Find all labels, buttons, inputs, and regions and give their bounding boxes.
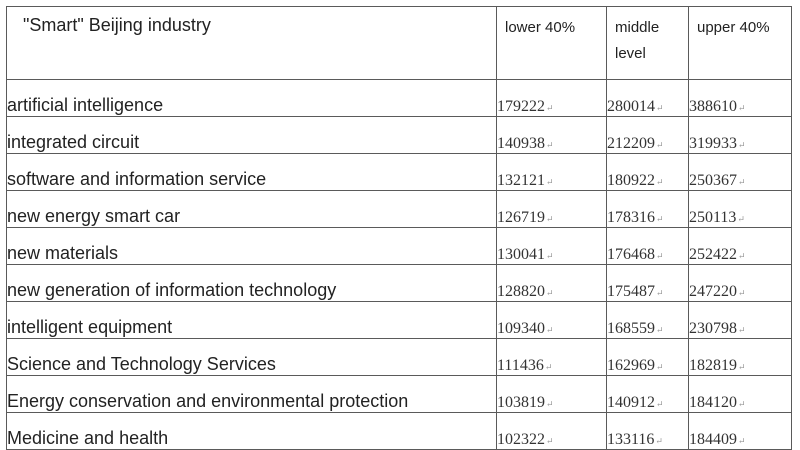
industry-cell: Medicine and health: [6, 412, 497, 450]
upper-cell: 252422: [688, 227, 792, 265]
table-row: integrated circuit140938212209319933: [6, 116, 792, 154]
lower-cell: 111436: [496, 338, 607, 376]
upper-cell: 319933: [688, 116, 792, 154]
middle-cell: 212209: [606, 116, 689, 154]
upper-cell: 250113: [688, 190, 792, 228]
table-row: Medicine and health102322133116184409: [6, 412, 792, 450]
industry-cell: software and information service: [6, 153, 497, 191]
salary-table: "Smart" Beijing industry lower 40% middl…: [6, 6, 792, 450]
upper-cell: 230798: [688, 301, 792, 339]
header-row: "Smart" Beijing industry lower 40% middl…: [6, 6, 792, 80]
table-row: artificial intelligence17922228001438861…: [6, 79, 792, 117]
industry-cell: new energy smart car: [6, 190, 497, 228]
lower-cell: 109340: [496, 301, 607, 339]
header-upper: upper 40%: [688, 6, 792, 80]
header-industry: "Smart" Beijing industry: [6, 6, 497, 80]
middle-cell: 162969: [606, 338, 689, 376]
upper-cell: 250367: [688, 153, 792, 191]
industry-cell: Energy conservation and environmental pr…: [6, 375, 497, 413]
industry-cell: Science and Technology Services: [6, 338, 497, 376]
table-row: intelligent equipment109340168559230798: [6, 301, 792, 339]
lower-cell: 132121: [496, 153, 607, 191]
table-row: Science and Technology Services111436162…: [6, 338, 792, 376]
industry-cell: new materials: [6, 227, 497, 265]
middle-cell: 176468: [606, 227, 689, 265]
lower-cell: 128820: [496, 264, 607, 302]
header-lower: lower 40%: [496, 6, 607, 80]
header-middle: middle level: [606, 6, 689, 80]
lower-cell: 102322: [496, 412, 607, 450]
middle-cell: 180922: [606, 153, 689, 191]
table-row: new generation of information technology…: [6, 264, 792, 302]
upper-cell: 182819: [688, 338, 792, 376]
lower-cell: 103819: [496, 375, 607, 413]
lower-cell: 140938: [496, 116, 607, 154]
middle-cell: 175487: [606, 264, 689, 302]
table-row: software and information service13212118…: [6, 153, 792, 191]
upper-cell: 184120: [688, 375, 792, 413]
upper-cell: 247220: [688, 264, 792, 302]
upper-cell: 388610: [688, 79, 792, 117]
industry-cell: integrated circuit: [6, 116, 497, 154]
table-row: new materials130041176468252422: [6, 227, 792, 265]
industry-cell: artificial intelligence: [6, 79, 497, 117]
table-row: Energy conservation and environmental pr…: [6, 375, 792, 413]
middle-cell: 280014: [606, 79, 689, 117]
middle-cell: 178316: [606, 190, 689, 228]
lower-cell: 179222: [496, 79, 607, 117]
middle-cell: 168559: [606, 301, 689, 339]
lower-cell: 126719: [496, 190, 607, 228]
middle-cell: 140912: [606, 375, 689, 413]
lower-cell: 130041: [496, 227, 607, 265]
industry-cell: intelligent equipment: [6, 301, 497, 339]
middle-cell: 133116: [606, 412, 689, 450]
upper-cell: 184409: [688, 412, 792, 450]
industry-cell: new generation of information technology: [6, 264, 497, 302]
table-row: new energy smart car126719178316250113: [6, 190, 792, 228]
